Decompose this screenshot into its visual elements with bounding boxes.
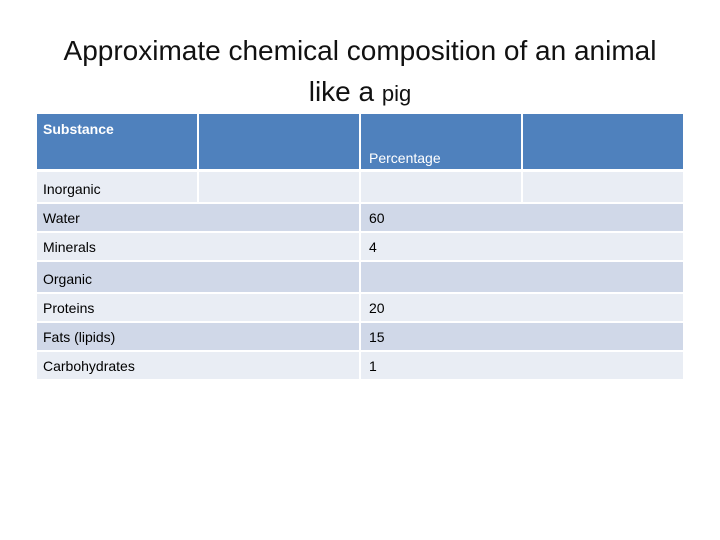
header-empty-cell bbox=[198, 113, 360, 171]
table-row: Organic bbox=[36, 261, 684, 293]
title-line-1: Approximate chemical composition of an a… bbox=[63, 35, 657, 66]
row-name: Carbohydrates bbox=[36, 351, 360, 380]
row-empty-cell bbox=[522, 171, 684, 203]
header-empty-cell bbox=[522, 113, 684, 171]
composition-table: Substance Percentage Inorganic Water 60 … bbox=[36, 113, 684, 380]
slide-title: Approximate chemical composition of an a… bbox=[20, 30, 700, 114]
table-row: Water 60 bbox=[36, 203, 684, 232]
row-name: Minerals bbox=[36, 232, 360, 261]
row-value: 20 bbox=[360, 293, 684, 322]
table-header-row: Substance Percentage bbox=[36, 113, 684, 171]
title-line-2-main: like a bbox=[308, 76, 382, 107]
row-name: Inorganic bbox=[36, 171, 198, 203]
row-value: 60 bbox=[360, 203, 684, 232]
row-name: Water bbox=[36, 203, 360, 232]
table-row: Inorganic bbox=[36, 171, 684, 203]
row-name: Fats (lipids) bbox=[36, 322, 360, 351]
table-row: Carbohydrates 1 bbox=[36, 351, 684, 380]
row-name: Organic bbox=[36, 261, 360, 293]
header-substance: Substance bbox=[36, 113, 198, 171]
title-line-2: like a pig bbox=[20, 71, 700, 114]
row-empty-cell bbox=[198, 171, 360, 203]
row-value: 15 bbox=[360, 322, 684, 351]
row-value: 4 bbox=[360, 232, 684, 261]
table-row: Proteins 20 bbox=[36, 293, 684, 322]
row-value: 1 bbox=[360, 351, 684, 380]
table-row: Minerals 4 bbox=[36, 232, 684, 261]
row-value bbox=[360, 261, 684, 293]
row-name: Proteins bbox=[36, 293, 360, 322]
title-line-2-small: pig bbox=[381, 81, 412, 106]
header-percentage: Percentage bbox=[360, 113, 522, 171]
row-value bbox=[360, 171, 522, 203]
table-row: Fats (lipids) 15 bbox=[36, 322, 684, 351]
